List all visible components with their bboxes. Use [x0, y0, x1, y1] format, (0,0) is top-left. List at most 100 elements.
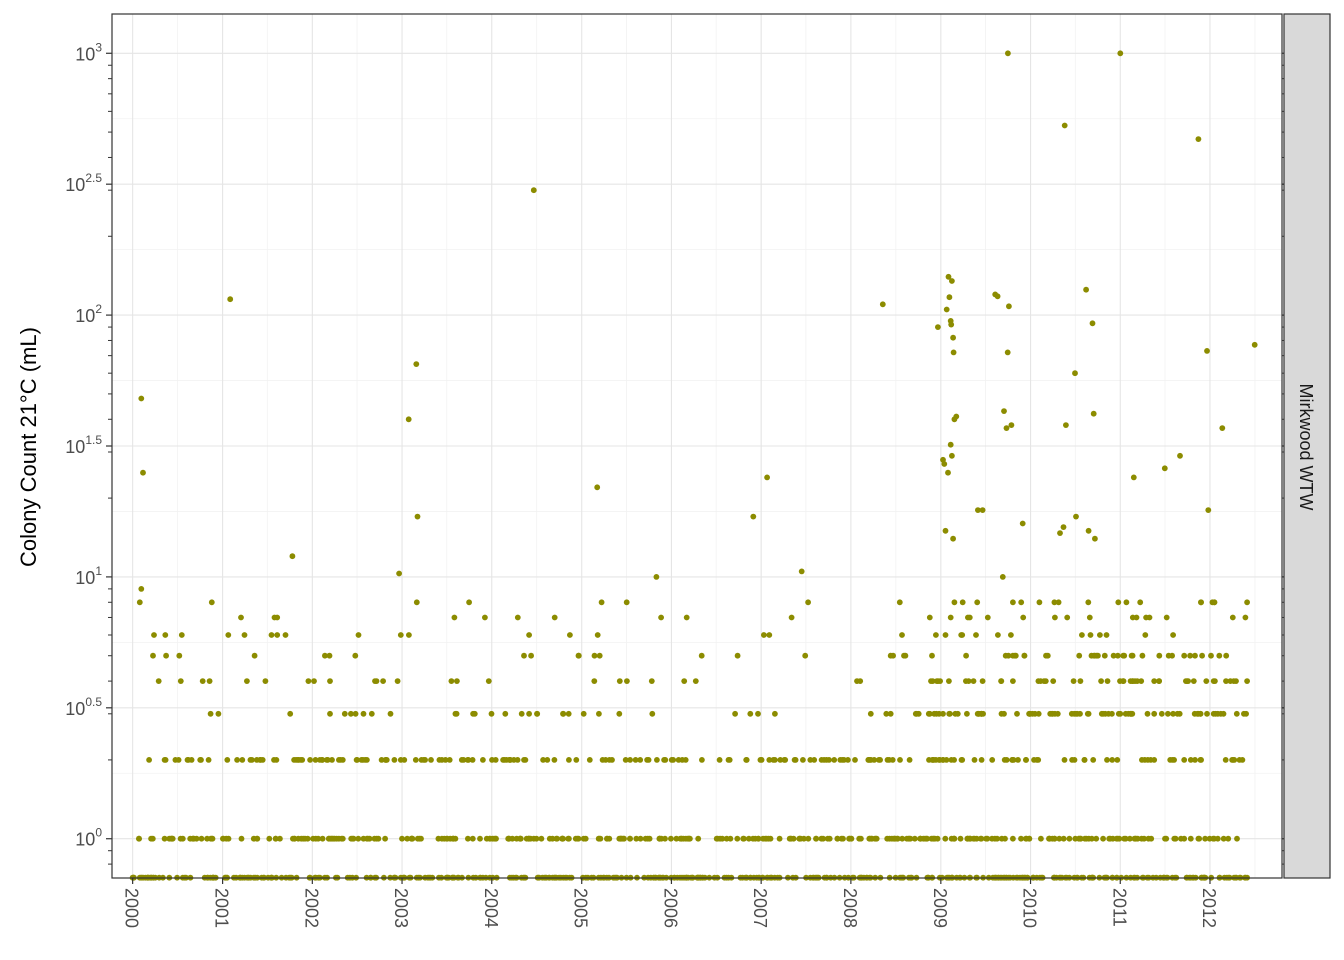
data-point	[234, 757, 241, 763]
data-point	[1060, 835, 1067, 842]
data-point	[959, 599, 966, 606]
data-point	[422, 757, 428, 763]
data-point	[673, 835, 680, 842]
data-point	[989, 757, 996, 763]
data-point	[627, 757, 633, 763]
data-point	[1198, 599, 1204, 606]
data-point	[1003, 425, 1010, 431]
data-point	[554, 835, 560, 842]
data-point	[947, 614, 954, 621]
data-point	[1143, 614, 1149, 621]
data-point	[293, 757, 299, 763]
x-tick-label: 2001	[212, 888, 232, 928]
data-point	[940, 757, 946, 763]
data-point	[1177, 452, 1183, 459]
data-point	[978, 757, 985, 763]
data-point	[1181, 757, 1188, 763]
data-point	[596, 652, 603, 659]
data-point	[1043, 652, 1049, 659]
data-point	[1100, 835, 1106, 842]
data-point	[391, 757, 398, 763]
data-point	[695, 835, 702, 842]
data-point	[238, 835, 245, 842]
data-point	[1139, 757, 1145, 763]
data-point	[416, 835, 423, 842]
data-point	[406, 632, 412, 638]
data-point	[453, 710, 460, 717]
data-point	[951, 599, 958, 606]
data-point	[786, 835, 793, 842]
data-point	[857, 678, 864, 684]
data-point	[1139, 652, 1146, 659]
data-point	[698, 652, 705, 659]
data-point	[1086, 614, 1093, 621]
data-point	[1144, 757, 1151, 763]
data-point	[884, 757, 891, 763]
data-point	[1151, 757, 1158, 763]
data-point	[1019, 520, 1026, 527]
data-point	[241, 632, 248, 638]
data-point	[177, 678, 184, 684]
data-point	[1077, 678, 1084, 684]
data-point	[979, 507, 986, 513]
data-point	[1170, 710, 1176, 717]
data-point	[493, 835, 499, 842]
data-point	[912, 710, 919, 717]
data-point	[1225, 835, 1232, 842]
data-point	[791, 757, 798, 763]
data-point	[743, 757, 750, 763]
data-point	[1104, 678, 1111, 684]
data-point	[1174, 710, 1181, 717]
data-point	[187, 835, 194, 842]
data-point	[856, 835, 863, 842]
x-tick-label: 2008	[840, 888, 860, 928]
data-point	[1109, 757, 1116, 763]
data-point	[262, 678, 269, 684]
data-point	[1220, 835, 1227, 842]
data-point	[805, 835, 812, 842]
data-point	[826, 757, 832, 763]
data-point	[502, 710, 509, 717]
data-point	[311, 678, 317, 684]
data-point	[966, 614, 973, 621]
data-point	[1137, 599, 1144, 606]
data-point	[886, 835, 893, 842]
data-point	[766, 757, 773, 763]
data-point	[683, 835, 689, 842]
data-point	[565, 710, 572, 717]
data-point	[949, 452, 955, 459]
data-point	[185, 757, 192, 763]
data-point	[999, 574, 1006, 580]
data-point	[899, 835, 906, 842]
data-point	[466, 599, 472, 606]
data-point	[1223, 652, 1230, 659]
data-point	[609, 757, 615, 763]
data-point	[348, 835, 355, 842]
data-point	[637, 757, 644, 763]
data-point	[1197, 757, 1204, 763]
data-point	[155, 678, 162, 684]
data-point	[1227, 678, 1234, 684]
data-point	[287, 710, 294, 717]
data-point	[1070, 678, 1077, 684]
data-point	[935, 678, 941, 684]
data-point	[958, 757, 965, 763]
data-points	[129, 50, 1258, 881]
data-point	[883, 710, 890, 717]
data-point	[518, 710, 525, 717]
data-point	[1127, 835, 1133, 842]
data-point	[668, 757, 675, 763]
data-point	[761, 632, 767, 638]
data-point	[549, 835, 556, 842]
data-point	[796, 835, 803, 842]
data-point	[963, 652, 969, 659]
data-point	[1085, 527, 1092, 534]
data-point	[405, 416, 412, 423]
data-point	[1072, 835, 1079, 842]
data-point	[298, 835, 305, 842]
data-point	[138, 586, 145, 592]
data-point	[401, 757, 408, 763]
data-point	[1165, 652, 1172, 659]
data-point	[1085, 599, 1092, 606]
data-point	[726, 757, 733, 763]
